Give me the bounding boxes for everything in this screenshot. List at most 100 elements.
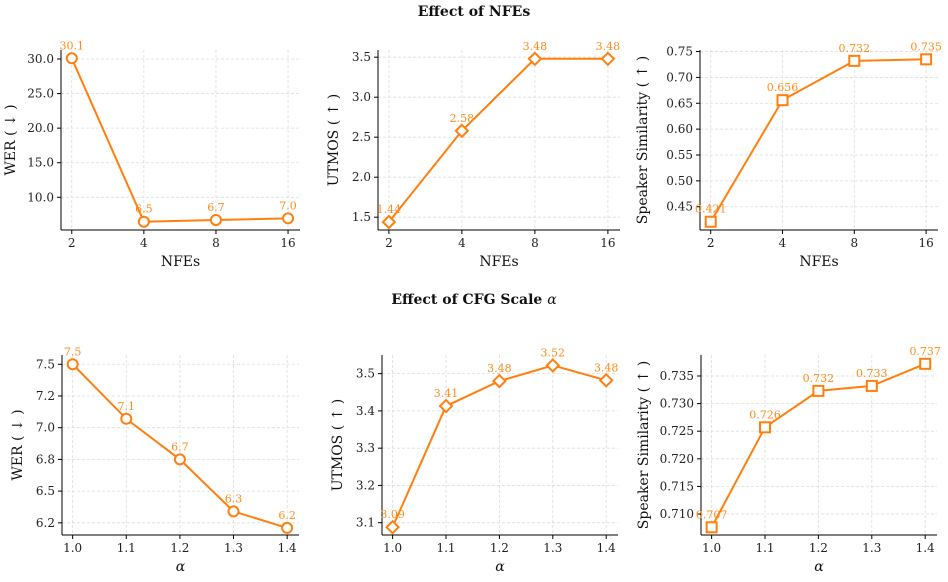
x-tick-label: 1.2 bbox=[809, 541, 828, 555]
x-tick-label: 1.1 bbox=[436, 541, 455, 555]
series-line bbox=[388, 57, 608, 223]
y-tick-label: 3.4 bbox=[356, 404, 375, 418]
x-axis-label: α bbox=[495, 559, 505, 575]
data-point-diamond bbox=[598, 372, 614, 388]
y-tick-label: 7.0 bbox=[36, 421, 55, 435]
data-label: 3.48 bbox=[596, 40, 621, 53]
y-tick-label: 15.0 bbox=[27, 156, 54, 170]
data-point-square bbox=[920, 53, 933, 66]
data-point-circle bbox=[173, 453, 186, 466]
data-point-circle bbox=[281, 521, 294, 534]
data-label: 0.737 bbox=[909, 345, 941, 358]
data-point-square bbox=[812, 384, 825, 397]
x-tick-label: 1.0 bbox=[383, 541, 402, 555]
data-label: 0.733 bbox=[856, 367, 888, 380]
y-tick-label: 3.0 bbox=[352, 90, 371, 104]
y-tick-label: 0.60 bbox=[666, 122, 693, 136]
data-point-circle bbox=[227, 505, 240, 518]
subplot-6: 1.0 1.1 1.2 1.3 1.4 0.710 0.715 0.720 0.725 0.730… bbox=[636, 345, 941, 575]
data-point-square bbox=[705, 521, 718, 534]
y-axis-label: Speaker Similarity ( ↑ ) bbox=[636, 361, 652, 529]
subplot-3: 2 4 8 16 0.45 0.50 0.55 0.60 0.65 0.70 0.75 NFEs Spe… bbox=[635, 40, 942, 270]
data-point-square bbox=[848, 54, 861, 67]
data-label: 3.09 bbox=[380, 508, 405, 521]
data-point-square bbox=[865, 379, 878, 392]
data-label: 0.656 bbox=[767, 81, 799, 94]
data-label: 7.0 bbox=[279, 199, 297, 212]
x-tick-label: 1.2 bbox=[490, 541, 509, 555]
data-point-diamond bbox=[491, 373, 507, 389]
data-point-circle bbox=[66, 358, 79, 371]
data-point-square bbox=[759, 421, 772, 434]
y-tick-label: 6.8 bbox=[36, 452, 55, 466]
x-tick-label: 1.3 bbox=[224, 541, 243, 555]
y-tick-label: 2.5 bbox=[352, 130, 371, 144]
x-tick-label: 1.2 bbox=[170, 541, 189, 555]
data-label: 0.421 bbox=[695, 203, 727, 216]
y-tick-label: 0.65 bbox=[666, 96, 693, 110]
x-tick-label: 2 bbox=[707, 236, 715, 250]
x-tick-label: 2 bbox=[385, 236, 393, 250]
data-point-diamond bbox=[527, 51, 543, 67]
y-tick-label: 0.725 bbox=[660, 424, 694, 438]
data-label: 7.1 bbox=[118, 400, 136, 413]
data-label: 2.58 bbox=[450, 112, 475, 125]
row2-title-text: Effect of CFG Scale bbox=[391, 292, 548, 308]
data-label: 0.707 bbox=[696, 508, 728, 521]
data-point-diamond bbox=[454, 123, 470, 139]
y-tick-label: 0.720 bbox=[660, 452, 694, 466]
y-tick-label: 0.715 bbox=[660, 479, 694, 493]
x-tick-label: 1.4 bbox=[597, 541, 616, 555]
subplot-1: 2 4 8 16 10.0 15.0 20.0 25.0 30.0 NFEs WER ( ↓ ) 30… bbox=[3, 39, 300, 270]
data-label: 0.732 bbox=[803, 372, 835, 385]
y-tick-label: 1.5 bbox=[352, 210, 371, 224]
x-tick-label: 1.3 bbox=[543, 541, 562, 555]
data-point-square bbox=[704, 215, 717, 228]
data-point-diamond bbox=[381, 214, 397, 230]
data-label: 7.5 bbox=[64, 345, 82, 358]
y-axis-label: WER ( ↓ ) bbox=[10, 409, 26, 480]
y-tick-label: 3.5 bbox=[356, 367, 375, 381]
y-tick-label: 3.5 bbox=[352, 50, 371, 64]
x-tick-label: 16 bbox=[600, 236, 615, 250]
x-axis-label: NFEs bbox=[799, 254, 838, 270]
y-tick-label: 20.0 bbox=[27, 121, 54, 135]
x-tick-label: 1.1 bbox=[117, 541, 136, 555]
data-label: 0.732 bbox=[839, 42, 871, 55]
series-line bbox=[70, 57, 289, 223]
data-point-diamond bbox=[600, 51, 616, 67]
series-line bbox=[709, 58, 927, 223]
y-tick-label: 6.5 bbox=[36, 484, 55, 498]
y-tick-label: 3.3 bbox=[356, 441, 375, 455]
subplot-2: 2 4 8 16 1.5 2.0 2.5 3.0 3.5 NFEs UTMOS ( ↑ ) 1.44 2… bbox=[326, 40, 620, 270]
data-point-square bbox=[776, 94, 789, 107]
data-point-circle bbox=[137, 215, 150, 228]
x-tick-label: 4 bbox=[779, 236, 787, 250]
subplot-4: 1.0 1.1 1.2 1.3 1.4 6.2 6.5 6.8 7.0 7.2 7.5 α WER ( … bbox=[10, 345, 299, 575]
y-tick-label: 7.2 bbox=[36, 389, 55, 403]
data-label: 0.726 bbox=[749, 408, 781, 421]
data-label: 3.41 bbox=[434, 387, 459, 400]
row1-title: Effect of NFEs bbox=[417, 4, 531, 20]
alpha-symbol: α bbox=[547, 292, 557, 308]
y-tick-label: 0.45 bbox=[666, 200, 693, 214]
data-point-circle bbox=[65, 52, 78, 65]
y-tick-label: 6.2 bbox=[36, 516, 55, 530]
data-label: 6.3 bbox=[225, 492, 243, 505]
x-tick-label: 16 bbox=[918, 236, 933, 250]
x-axis-label: α bbox=[814, 559, 824, 575]
y-tick-label: 0.70 bbox=[666, 70, 693, 84]
data-point-diamond bbox=[545, 358, 561, 373]
y-tick-label: 7.5 bbox=[36, 357, 55, 371]
y-tick-label: 0.50 bbox=[666, 174, 693, 188]
data-label: 3.52 bbox=[541, 346, 566, 359]
y-axis-label: UTMOS ( ↑ ) bbox=[330, 399, 346, 492]
y-tick-label: 2.0 bbox=[352, 170, 371, 184]
data-label: 3.48 bbox=[523, 40, 548, 53]
data-point-circle bbox=[282, 212, 295, 225]
x-tick-label: 1.0 bbox=[702, 541, 721, 555]
y-tick-label: 0.55 bbox=[666, 148, 693, 162]
data-label: 6.7 bbox=[171, 440, 189, 453]
x-tick-label: 1.1 bbox=[755, 541, 774, 555]
